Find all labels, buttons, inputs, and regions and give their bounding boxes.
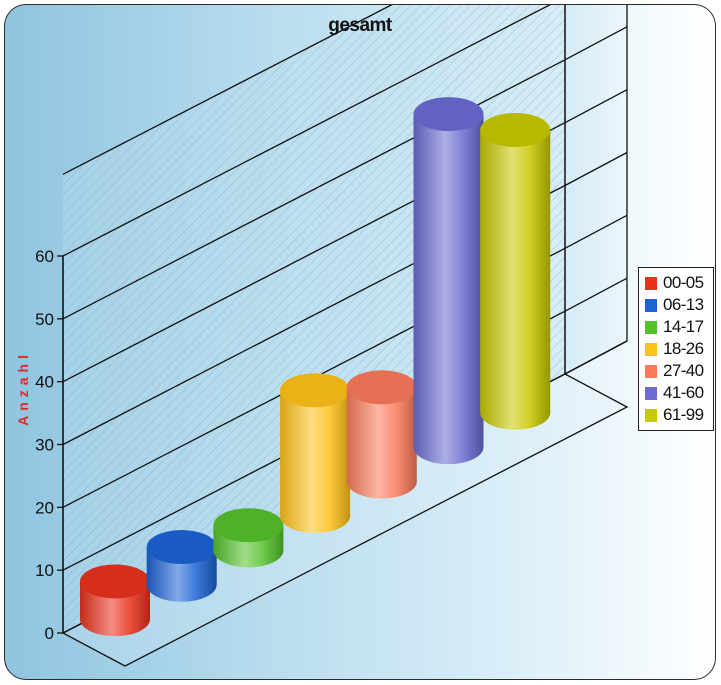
legend-label: 18-26 <box>663 339 704 358</box>
gridline-side <box>564 277 628 312</box>
bar-00-05 <box>80 564 150 637</box>
bar-body <box>280 390 351 533</box>
y-tick-label: 50 <box>35 310 54 329</box>
legend-swatch <box>645 298 657 312</box>
bar-body <box>480 129 551 430</box>
legend-item: 00-05 <box>645 272 713 294</box>
bar-body <box>413 114 484 465</box>
gridline-side <box>564 26 628 61</box>
legend-label: 14-17 <box>663 317 704 336</box>
bar-top <box>213 508 284 543</box>
side-wall <box>564 5 628 376</box>
legend-item: 18-26 <box>645 338 713 360</box>
gridline-side <box>564 151 628 187</box>
bar-61-99 <box>480 112 551 430</box>
bar-41-60 <box>413 97 484 465</box>
bar-06-13 <box>146 530 217 602</box>
legend-label: 27-40 <box>663 361 704 380</box>
gridline <box>62 5 551 257</box>
y-tick-label: 20 <box>35 498 54 517</box>
legend-swatch <box>645 320 657 334</box>
gridline <box>62 5 393 175</box>
bar-top <box>480 112 551 147</box>
legend-item: 27-40 <box>645 360 713 382</box>
y-tick-label: 0 <box>45 624 54 643</box>
legend-swatch <box>645 386 657 400</box>
y-tick-label: 30 <box>35 436 54 455</box>
legend-label: 41-60 <box>663 383 704 402</box>
gridline-side <box>564 340 628 375</box>
y-tick-label: 10 <box>35 561 54 580</box>
plot-area: 0 10 20 30 40 50 60 <box>35 5 629 667</box>
gridline-side <box>564 89 628 124</box>
legend-swatch <box>645 342 657 356</box>
legend-label: 06-13 <box>663 295 704 314</box>
y-tick-label: 60 <box>35 247 54 266</box>
legend-label: 00-05 <box>663 273 704 292</box>
legend-item: 14-17 <box>645 316 713 338</box>
legend-item: 61-99 <box>645 404 713 426</box>
bar-top <box>280 373 351 408</box>
legend-item: 06-13 <box>645 294 713 316</box>
chart-title: gesamt <box>328 15 392 36</box>
legend-item: 41-60 <box>645 382 713 404</box>
legend-swatch <box>645 276 657 290</box>
bar-top <box>80 564 150 599</box>
bar-27-40 <box>346 370 417 499</box>
bar-14-17 <box>213 508 284 568</box>
gridline-side <box>564 214 628 249</box>
y-axis-label: Anzahl <box>15 350 31 426</box>
chart-frame: 0 10 20 30 40 50 60 gesamt Anzahl 00-05 06-13 14… <box>4 4 716 680</box>
legend-swatch <box>645 408 657 422</box>
bar-18-26 <box>280 373 351 533</box>
bar-top <box>413 97 484 132</box>
bars-layer <box>80 97 551 637</box>
bar-body <box>346 387 417 499</box>
legend: 00-05 06-13 14-17 18-26 27-40 41-60 61-99 <box>638 267 714 431</box>
y-axis-ticks: 0 10 20 30 40 50 60 <box>35 247 63 643</box>
y-tick-label: 40 <box>35 373 54 392</box>
legend-swatch <box>645 364 657 378</box>
bar-top <box>146 530 217 565</box>
bar-top <box>346 370 417 405</box>
legend-label: 61-99 <box>663 405 704 424</box>
gridline <box>62 59 566 320</box>
